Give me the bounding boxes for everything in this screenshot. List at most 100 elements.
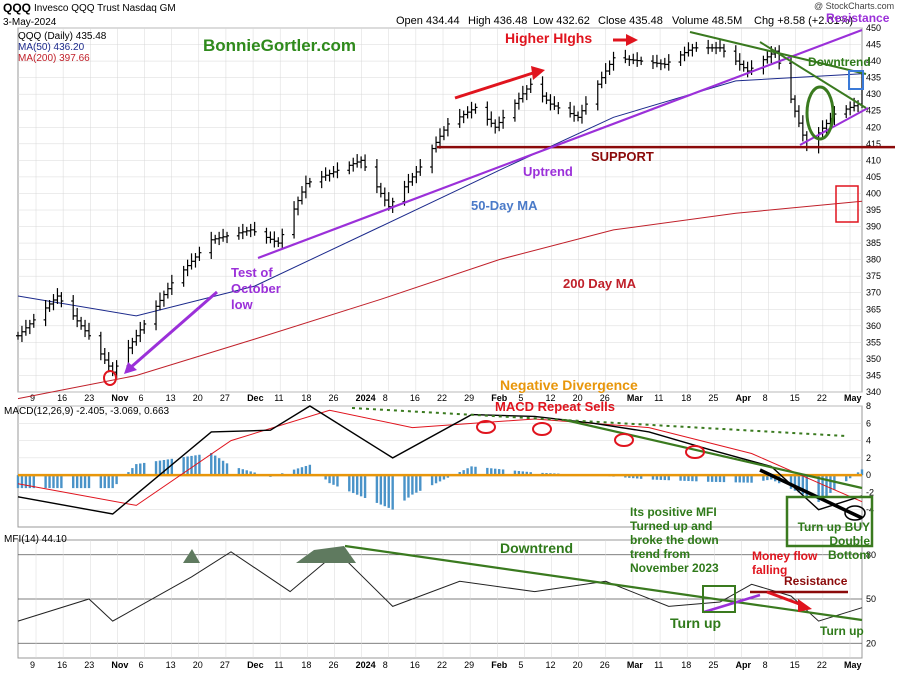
macd-histogram-bar <box>213 455 217 476</box>
price-bar <box>650 55 655 70</box>
price-bar <box>217 231 222 246</box>
price-bar <box>23 319 28 336</box>
price-bar <box>789 55 794 104</box>
macd-histogram-bar <box>107 475 110 489</box>
macd-histogram-bar <box>391 475 394 510</box>
price-bar <box>240 223 245 240</box>
mfi-line <box>17 551 863 622</box>
price-bar <box>583 96 588 115</box>
macd-histogram-bar <box>525 471 528 476</box>
money-flow-arrow <box>766 590 803 607</box>
price-tick-label: 440 <box>866 56 881 66</box>
macd-tick-label: 8 <box>866 401 871 411</box>
price-bar <box>355 154 360 168</box>
macd-histogram-bar <box>667 475 670 481</box>
macd-histogram-bar <box>379 475 383 505</box>
macd-histogram-bar <box>746 475 749 483</box>
higher-highs-arrowhead <box>531 66 545 80</box>
mfi-turn-up-line <box>703 593 761 614</box>
macd-histogram-bar <box>154 461 158 476</box>
macd-histogram-bar <box>111 475 114 489</box>
macd-histogram-bar <box>198 454 201 476</box>
macd-histogram-bar <box>359 475 363 497</box>
macd-histogram-bar <box>466 468 469 476</box>
price-tick-label: 445 <box>866 40 881 50</box>
price-bar <box>603 63 608 84</box>
macd-histogram-bar <box>308 464 312 476</box>
x-tick-label: 23 <box>84 660 94 670</box>
price-bar <box>130 337 135 355</box>
price-bar <box>221 228 226 242</box>
x-tick-label: 25 <box>708 393 718 403</box>
price-bar <box>331 165 336 178</box>
price-tick-label: 450 <box>866 23 881 33</box>
price-bar <box>848 101 853 116</box>
price-bar <box>264 227 269 244</box>
macd-histogram-bar <box>687 475 690 482</box>
ma200-annotation: 200 Day MA <box>563 276 636 291</box>
macd-histogram-bar <box>186 456 189 476</box>
price-bar <box>524 85 529 101</box>
price-bar <box>792 95 797 118</box>
ma50-legend: MA(50) 436.20 <box>18 42 85 53</box>
macd-histogram-bar <box>805 475 808 497</box>
price-bar <box>213 234 218 244</box>
macd-sell-circle <box>685 445 705 459</box>
x-tick-label: 11 <box>654 660 663 670</box>
high-label: High 436.48 <box>468 15 528 27</box>
ma200-legend: MA(200) 397.66 <box>18 53 90 64</box>
x-tick-label: 29 <box>464 393 474 403</box>
price-bar <box>430 144 435 174</box>
macd-histogram-bar <box>486 467 489 476</box>
macd-histogram-bar <box>355 475 359 495</box>
price-bar <box>662 57 667 69</box>
mfi-legend: MFI(14) 44.10 <box>4 534 67 545</box>
macd-histogram-bar <box>738 475 741 483</box>
macd-histogram-bar <box>162 459 166 476</box>
watermark: @ StockCharts.com <box>814 1 895 11</box>
price-bar <box>516 92 521 110</box>
price-bar <box>690 43 695 57</box>
price-tick-label: 355 <box>866 337 881 347</box>
change-label: Chg +8.58 (+2.01%) <box>754 15 854 27</box>
macd-histogram-bar <box>817 475 820 502</box>
price-tick-label: 365 <box>866 304 881 314</box>
x-tick-label: 22 <box>437 393 447 403</box>
macd-histogram-bar <box>403 475 406 501</box>
price-bar <box>611 51 616 71</box>
negative-divergence-line <box>351 407 847 437</box>
macd-histogram-bar <box>734 475 737 483</box>
macd-histogram-bar <box>494 468 497 476</box>
price-tick-label: 390 <box>866 222 881 232</box>
macd-histogram-bar <box>387 475 390 508</box>
x-tick-label: 22 <box>817 393 827 403</box>
macd-histogram-bar <box>83 475 87 489</box>
money-flow-annotation: Money flow falling <box>752 549 818 577</box>
macd-tick-label: 2 <box>866 453 871 463</box>
macd-histogram-bar <box>797 475 801 493</box>
macd-histogram-bar <box>848 475 852 479</box>
mfi-turn-up-box <box>702 585 736 613</box>
price-bar <box>272 231 277 248</box>
resistance-annotation: Resistance <box>826 11 890 25</box>
price-bar <box>378 182 383 198</box>
price-bar <box>493 119 498 134</box>
price-bar <box>706 39 711 55</box>
x-tick-label: 18 <box>681 660 691 670</box>
macd-histogram-bar <box>821 475 824 499</box>
x-tick-label: 18 <box>301 393 311 403</box>
price-bar <box>335 162 340 179</box>
price-bar <box>406 173 411 194</box>
x-tick-label: 13 <box>166 393 176 403</box>
macd-histogram-bar <box>32 475 35 489</box>
x-tick-label: Dec <box>247 660 264 670</box>
macd-histogram-bar <box>860 469 864 476</box>
price-bar <box>445 118 450 137</box>
macd-histogram-bar <box>521 471 525 476</box>
x-tick-label: 2024 <box>356 660 376 670</box>
price-tick-label: 430 <box>866 89 881 99</box>
price-tick-label: 405 <box>866 172 881 182</box>
macd-histogram-bar <box>710 475 714 482</box>
macd-histogram-bar <box>217 458 221 476</box>
ma50-annotation: 50-Day MA <box>471 198 538 213</box>
